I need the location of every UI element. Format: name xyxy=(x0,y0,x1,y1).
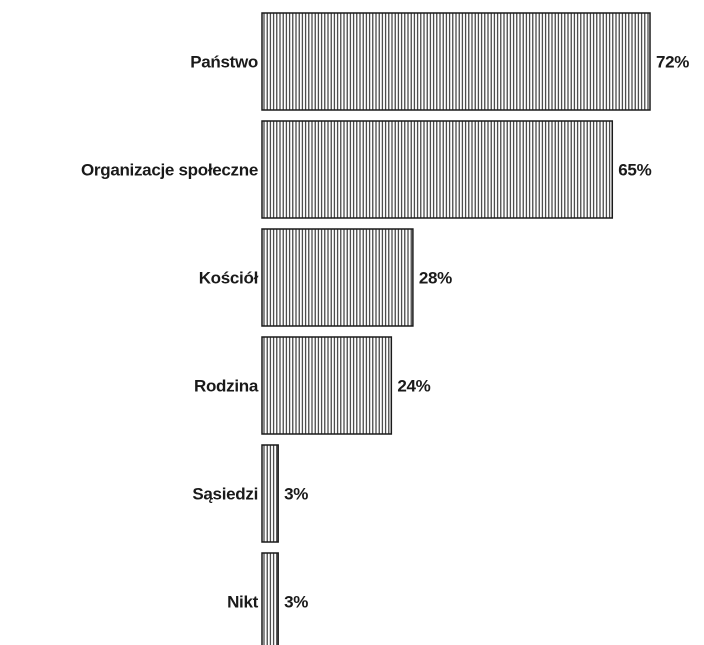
bar-2 xyxy=(261,228,414,327)
bar-5 xyxy=(261,552,279,645)
value-label-1: 65% xyxy=(618,161,651,180)
bar-3 xyxy=(261,336,393,435)
category-label-3: Rodzina xyxy=(194,377,259,396)
bars-group xyxy=(261,12,651,645)
category-label-5: Nikt xyxy=(227,593,259,612)
labels-group: Państwo 72% Organizacje społeczne 65% Kośció… xyxy=(81,53,690,612)
bar-0 xyxy=(261,12,651,111)
category-label-2: Kościół xyxy=(199,269,259,288)
category-label-1: Organizacje społeczne xyxy=(81,161,258,180)
category-label-4: Sąsiedzi xyxy=(192,485,258,504)
value-label-3: 24% xyxy=(397,377,430,396)
value-label-4: 3% xyxy=(284,485,308,504)
value-label-2: 28% xyxy=(419,269,452,288)
bar-1 xyxy=(261,120,614,219)
value-label-5: 3% xyxy=(284,593,308,612)
bar-4 xyxy=(261,444,279,543)
value-label-0: 72% xyxy=(656,53,689,72)
category-label-0: Państwo xyxy=(190,53,258,72)
